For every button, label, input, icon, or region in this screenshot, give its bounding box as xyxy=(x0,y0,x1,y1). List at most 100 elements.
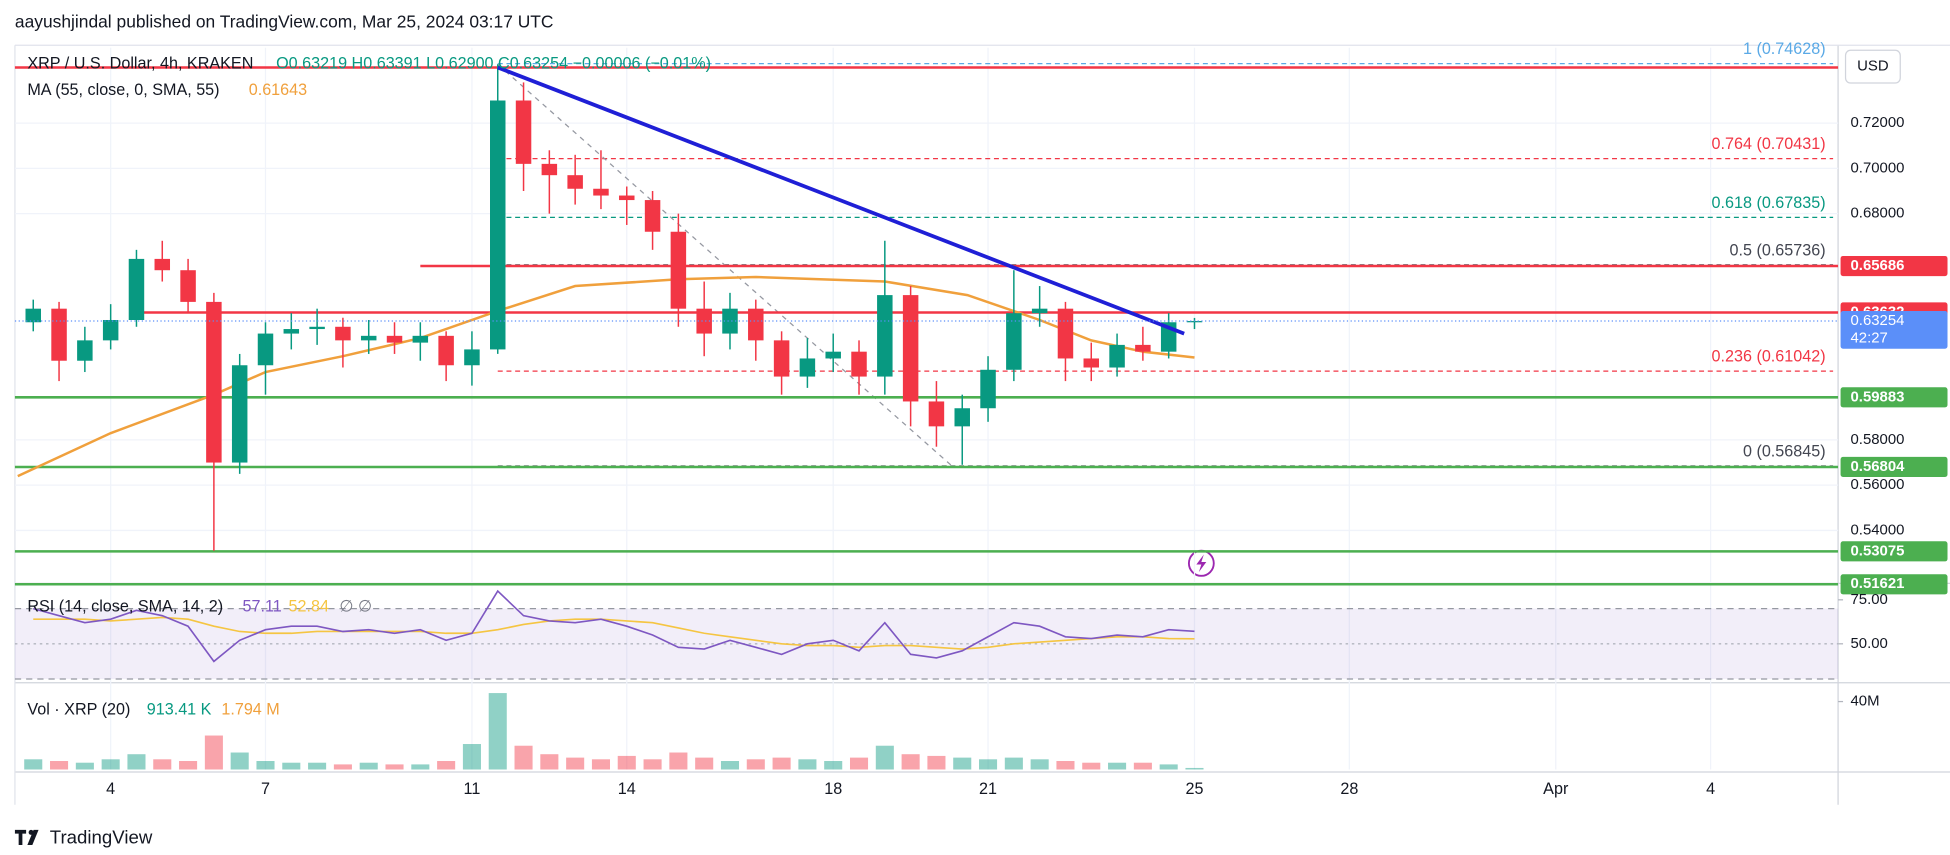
candle-body xyxy=(515,100,532,164)
candle-body xyxy=(619,195,635,201)
fib-level-label: 0.618 (0.67835) xyxy=(1712,194,1826,212)
volume-bar xyxy=(1030,759,1049,770)
volume-bar xyxy=(566,757,585,770)
volume-bar xyxy=(437,761,456,770)
candle-body xyxy=(670,231,687,309)
x-tick-label: 28 xyxy=(1340,780,1358,798)
last-price-box xyxy=(1840,310,1948,349)
volume-bar xyxy=(359,762,378,770)
volume-bar xyxy=(127,754,146,770)
candle-body xyxy=(257,333,274,366)
candle-body xyxy=(593,188,609,196)
level-price-box xyxy=(1840,456,1948,478)
volume-bar xyxy=(540,754,559,770)
trend-line xyxy=(497,65,1185,336)
y-tick-label: 0.70000 xyxy=(1851,159,1905,176)
x-tick-label: Apr xyxy=(1543,780,1569,798)
candle-body xyxy=(1006,313,1022,370)
volume-bar xyxy=(256,761,275,770)
rsi-legend-value: 57.11 xyxy=(243,598,282,616)
currency-button[interactable] xyxy=(1844,49,1901,84)
x-tick-label: 21 xyxy=(979,780,997,798)
footer-logo-text: TradingView xyxy=(50,827,153,848)
volume-bar xyxy=(979,759,998,770)
rsi-line xyxy=(33,589,1195,663)
volume-bar xyxy=(875,745,894,770)
level-price-label: 0.65686 xyxy=(1851,257,1905,274)
tradingview-logo xyxy=(14,829,39,845)
volume-bar xyxy=(746,759,765,770)
volume-bar xyxy=(1133,762,1152,770)
rsi-legend-value: 52.84 xyxy=(289,598,329,616)
alert-icon[interactable] xyxy=(1187,549,1215,577)
bar-countdown: 42:27 xyxy=(1851,330,1888,347)
candle-body xyxy=(412,335,429,343)
volume-bar xyxy=(695,757,714,770)
publish-header: aayushjindal published on TradingView.co… xyxy=(15,11,554,31)
x-tick-label: 11 xyxy=(464,780,481,798)
volume-bar xyxy=(798,759,817,770)
ma-legend-value: 0.61643 xyxy=(249,81,307,99)
x-tick-label: 4 xyxy=(106,780,115,798)
candle-body xyxy=(567,175,583,189)
y-tick-label: 40M xyxy=(1851,692,1880,709)
level-price-label: 0.56804 xyxy=(1851,458,1906,475)
volume-bar xyxy=(101,759,120,770)
candle-body xyxy=(128,258,145,320)
candle-body xyxy=(902,295,919,402)
volume-bar xyxy=(385,764,404,770)
candle-body xyxy=(102,319,119,341)
volume-bar xyxy=(617,755,636,770)
candle-body xyxy=(386,335,403,343)
candle-body xyxy=(438,335,454,366)
candle-body xyxy=(360,335,377,341)
volume-bar xyxy=(927,755,946,770)
candle-body xyxy=(644,200,661,232)
candle-body xyxy=(180,270,196,302)
volume-bar xyxy=(488,693,507,770)
volume-bar xyxy=(591,759,610,770)
candle-body xyxy=(799,358,816,377)
rsi-line xyxy=(33,616,1195,650)
volume-bar xyxy=(50,761,69,770)
y-tick-label: 0.58000 xyxy=(1851,431,1905,448)
fib-level-label: 0.236 (0.61042) xyxy=(1712,348,1826,366)
x-tick-label: 14 xyxy=(618,780,636,798)
volume-bar xyxy=(1159,764,1178,770)
volume-bar xyxy=(849,757,869,770)
candle-body xyxy=(773,340,790,377)
volume-bar xyxy=(772,757,791,770)
candle-body xyxy=(25,308,41,323)
y-tick-label: 50.00 xyxy=(1851,635,1888,652)
volume-bar xyxy=(153,759,172,770)
currency-label: USD xyxy=(1857,58,1889,75)
volume-legend-title: Vol · XRP (20) xyxy=(27,701,130,719)
volume-bar xyxy=(1082,762,1101,770)
level-price-label: 0.53075 xyxy=(1851,542,1905,559)
candle-body xyxy=(825,351,841,359)
x-tick-label: 7 xyxy=(261,780,270,798)
level-price-box xyxy=(1840,387,1948,408)
candle-body xyxy=(980,369,996,409)
volume-legend-ma: 1.794 M xyxy=(221,701,279,719)
candle-body xyxy=(748,308,764,341)
fib-level-label: 1 (0.74628) xyxy=(1743,40,1826,58)
rsi-legend-extra: ∅ ∅ xyxy=(340,598,373,616)
y-tick-label: 0.68000 xyxy=(1851,205,1905,222)
x-tick-label: 25 xyxy=(1185,780,1203,798)
y-tick-label: 0.54000 xyxy=(1851,521,1905,538)
candle-body xyxy=(1031,308,1048,314)
volume-bar xyxy=(308,762,327,770)
volume-bar xyxy=(333,764,352,770)
level-price-box xyxy=(1840,574,1948,595)
x-tick-label: 4 xyxy=(1706,780,1715,798)
candle-body xyxy=(154,258,171,271)
volume-bar xyxy=(1004,757,1023,770)
symbol-title: XRP / U.S. Dollar, 4h, KRAKEN xyxy=(27,54,253,72)
candle-body xyxy=(928,401,945,427)
volume-bar xyxy=(282,762,301,770)
volume-bar xyxy=(411,764,430,770)
candle-body xyxy=(309,326,325,330)
